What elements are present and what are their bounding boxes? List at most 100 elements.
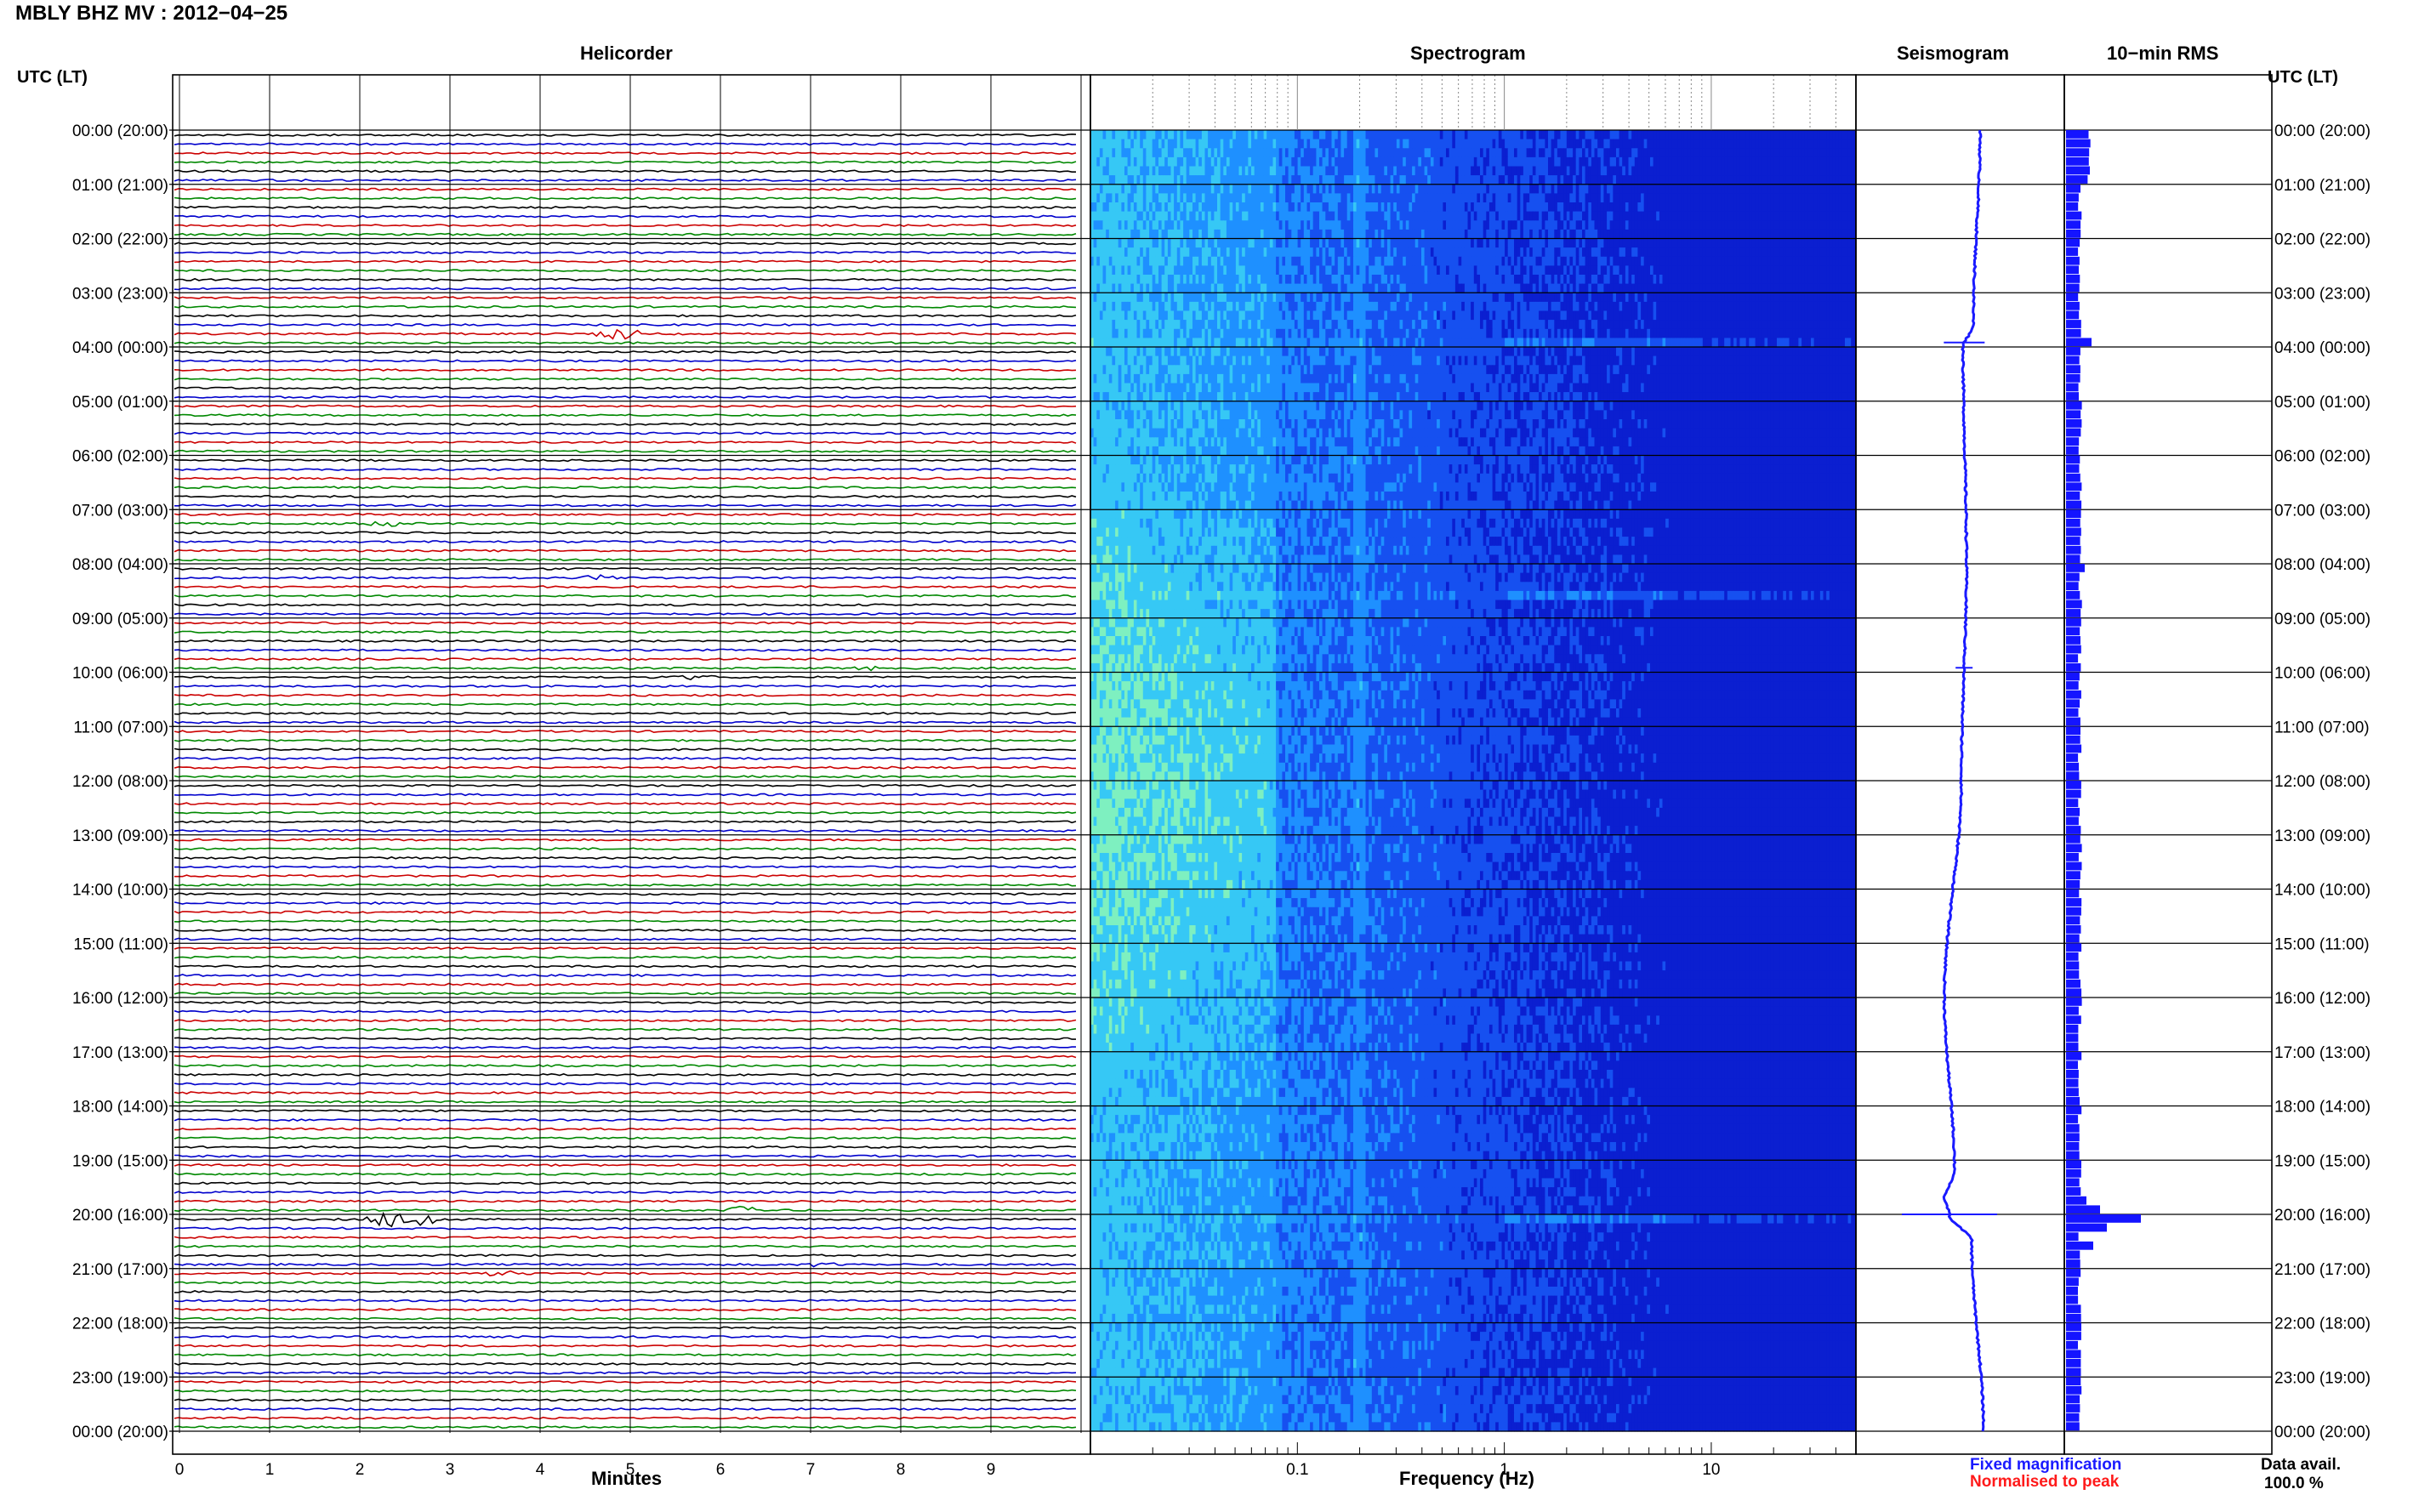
spectrogram-cell bbox=[1625, 238, 1630, 248]
spectrogram-cell bbox=[1208, 139, 1212, 149]
spectrogram-cell bbox=[1471, 283, 1475, 293]
spectrogram-cell bbox=[1811, 220, 1815, 230]
spectrogram-cell bbox=[1736, 130, 1740, 140]
spectrogram-cell bbox=[1779, 293, 1784, 303]
spectrogram-cell bbox=[1340, 220, 1345, 230]
spectrogram-cell bbox=[1777, 283, 1781, 293]
spectrogram-cell bbox=[1609, 293, 1614, 303]
spectrogram-cell bbox=[1514, 238, 1518, 248]
spectrogram-cell bbox=[1819, 283, 1824, 293]
spectrogram-cell bbox=[1511, 265, 1515, 276]
spectrogram-cell bbox=[1217, 238, 1221, 248]
spectrogram-cell bbox=[1282, 166, 1286, 176]
spectrogram-cell bbox=[1260, 211, 1265, 221]
spectrogram-cell bbox=[1303, 175, 1307, 185]
spectrogram-cell bbox=[1328, 148, 1333, 158]
spectrogram-cell bbox=[1724, 247, 1728, 258]
spectrogram-cell bbox=[1699, 275, 1704, 285]
spectrogram-cell bbox=[1783, 229, 1787, 240]
spectrogram-cell bbox=[1579, 283, 1583, 293]
spectrogram-cell bbox=[1217, 265, 1221, 276]
spectrogram-cell bbox=[1198, 139, 1203, 149]
spectrogram-cell bbox=[1761, 211, 1765, 221]
helicorder-trace-row bbox=[174, 304, 1077, 309]
spectrogram-cell bbox=[1767, 229, 1772, 240]
spectrogram-cell bbox=[1841, 130, 1846, 140]
spectrogram-cell bbox=[1158, 184, 1163, 194]
spectrogram-cell bbox=[1631, 247, 1636, 258]
spectrogram-cell bbox=[1795, 265, 1799, 276]
spectrogram-cell bbox=[1201, 256, 1206, 266]
spectrogram-cell bbox=[1770, 148, 1774, 158]
spectrogram-cell bbox=[1393, 247, 1397, 258]
spectrogram-cell bbox=[1288, 256, 1292, 266]
spectrogram-cell bbox=[1727, 148, 1731, 158]
spectrogram-cell bbox=[1607, 256, 1611, 266]
spectrogram-cell bbox=[1819, 265, 1824, 276]
spectrogram-cell bbox=[1319, 139, 1323, 149]
spectrogram-cell bbox=[1847, 139, 1852, 149]
spectrogram-cell bbox=[1653, 220, 1657, 230]
spectrogram-cell bbox=[1269, 301, 1273, 312]
spectrogram-cell bbox=[1322, 202, 1326, 213]
spectrogram-cell bbox=[1133, 166, 1138, 176]
spectrogram-cell bbox=[1183, 301, 1187, 312]
helicorder-trace-row bbox=[174, 1416, 1077, 1420]
spectrogram-cell bbox=[1340, 193, 1345, 203]
spectrogram-cell bbox=[1464, 148, 1469, 158]
spectrogram-cell bbox=[1263, 202, 1267, 213]
spectrogram-cell bbox=[1545, 283, 1549, 293]
spectrogram-cell bbox=[1161, 256, 1165, 266]
spectrogram-cell bbox=[1189, 220, 1193, 230]
spectrogram-cell bbox=[1836, 265, 1840, 276]
spectrogram-cell bbox=[1260, 175, 1265, 185]
spectrogram-cell bbox=[1575, 184, 1579, 194]
spectrogram-cell bbox=[1711, 166, 1716, 176]
spectrogram-cell bbox=[1832, 175, 1836, 185]
spectrogram-cell bbox=[1532, 148, 1536, 158]
spectrogram-cell bbox=[1841, 265, 1846, 276]
spectrogram-cell bbox=[1795, 247, 1799, 258]
spectrogram-cell bbox=[1541, 148, 1545, 158]
spectrogram-cell bbox=[1545, 175, 1549, 185]
spectrogram-cell bbox=[1501, 293, 1505, 303]
spectrogram-cell bbox=[1588, 293, 1592, 303]
spectrogram-cell bbox=[1127, 130, 1131, 140]
spectrogram-cell bbox=[1761, 175, 1765, 185]
spectrogram-cell bbox=[1409, 283, 1413, 293]
spectrogram-cell bbox=[1167, 193, 1172, 203]
spectrogram-cell bbox=[1643, 184, 1648, 194]
spectrogram-cell bbox=[1387, 220, 1392, 230]
spectrogram-cell bbox=[1409, 202, 1413, 213]
spectrogram-cell bbox=[1845, 156, 1849, 168]
spectrogram-cell bbox=[1346, 166, 1351, 176]
spectrogram-cell bbox=[1393, 275, 1397, 285]
spectrogram-cell bbox=[1346, 238, 1351, 248]
spectrogram-cell bbox=[1603, 247, 1608, 258]
spectrogram-cell bbox=[1340, 283, 1345, 293]
spectrogram-cell bbox=[1316, 220, 1320, 230]
spectrogram-cell bbox=[1591, 193, 1596, 203]
spectrogram-cell bbox=[1328, 139, 1333, 149]
spectrogram-cell bbox=[1575, 130, 1579, 140]
spectrogram-cell bbox=[1335, 220, 1339, 230]
spectrogram-cell bbox=[1520, 283, 1524, 293]
spectrogram-cell bbox=[1467, 229, 1471, 240]
spectrogram-cell bbox=[1285, 166, 1289, 176]
spectrogram-cell bbox=[1709, 275, 1713, 285]
spectrogram-cell bbox=[1403, 265, 1407, 276]
spectrogram-cell bbox=[1739, 283, 1744, 293]
spectrogram-cell bbox=[1217, 148, 1221, 158]
spectrogram-cell bbox=[1745, 256, 1750, 266]
spectrogram-cell bbox=[1369, 202, 1373, 213]
spectrogram-cell bbox=[1257, 139, 1261, 149]
spectrogram-cell bbox=[1282, 256, 1286, 266]
spectrogram-cell bbox=[1446, 148, 1450, 158]
spectrogram-cell bbox=[1511, 293, 1515, 303]
spectrogram-cell bbox=[1625, 229, 1630, 240]
spectrogram-cell bbox=[1619, 265, 1623, 276]
spectrogram-cell bbox=[1244, 184, 1249, 194]
spectrogram-cell bbox=[1328, 301, 1333, 312]
spectrogram-cell bbox=[1409, 175, 1413, 185]
spectrogram-cell bbox=[1619, 130, 1623, 140]
